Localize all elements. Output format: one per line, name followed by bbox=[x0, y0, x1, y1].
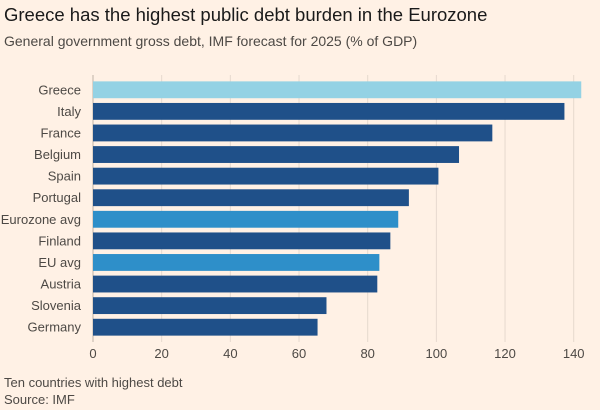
category-label-eurozone-avg: Eurozone avg bbox=[1, 212, 81, 227]
x-tick-label-140: 140 bbox=[563, 346, 585, 361]
x-tick-label-120: 120 bbox=[494, 346, 516, 361]
category-label-portugal: Portugal bbox=[33, 190, 82, 205]
bar-belgium bbox=[93, 146, 460, 163]
bar-austria bbox=[93, 275, 378, 293]
chart-source: Source: IMF bbox=[4, 392, 75, 407]
category-label-austria: Austria bbox=[41, 277, 82, 292]
bar-slovenia bbox=[93, 297, 327, 315]
bar-finland bbox=[93, 232, 391, 250]
category-label-finland: Finland bbox=[38, 233, 81, 248]
category-label-italy: Italy bbox=[57, 104, 81, 119]
x-tick-label-0: 0 bbox=[89, 346, 96, 361]
x-tick-label-60: 60 bbox=[292, 346, 306, 361]
category-label-spain: Spain bbox=[48, 169, 81, 184]
category-label-france: France bbox=[41, 125, 81, 140]
bar-spain bbox=[93, 167, 439, 185]
bar-eu-avg bbox=[93, 254, 380, 271]
chart-subtitle: General government gross debt, IMF forec… bbox=[4, 33, 418, 49]
category-label-slovenia: Slovenia bbox=[31, 298, 82, 313]
x-tick-label-40: 40 bbox=[223, 346, 237, 361]
category-label-greece: Greece bbox=[38, 82, 81, 97]
x-tick-label-100: 100 bbox=[426, 346, 448, 361]
category-label-belgium: Belgium bbox=[34, 147, 81, 162]
bar-greece bbox=[93, 81, 582, 99]
category-label-eu-avg: EU avg bbox=[38, 255, 81, 270]
bar-germany bbox=[93, 318, 318, 336]
x-tick-label-20: 20 bbox=[154, 346, 168, 361]
chart-footnote: Ten countries with highest debt bbox=[4, 375, 183, 390]
bar-france bbox=[93, 124, 493, 142]
bar-eurozone-avg bbox=[93, 210, 399, 228]
bar-portugal bbox=[93, 189, 409, 207]
bar-italy bbox=[93, 102, 565, 120]
chart-title: Greece has the highest public debt burde… bbox=[4, 4, 488, 25]
category-label-germany: Germany bbox=[28, 320, 82, 335]
x-tick-label-80: 80 bbox=[360, 346, 374, 361]
